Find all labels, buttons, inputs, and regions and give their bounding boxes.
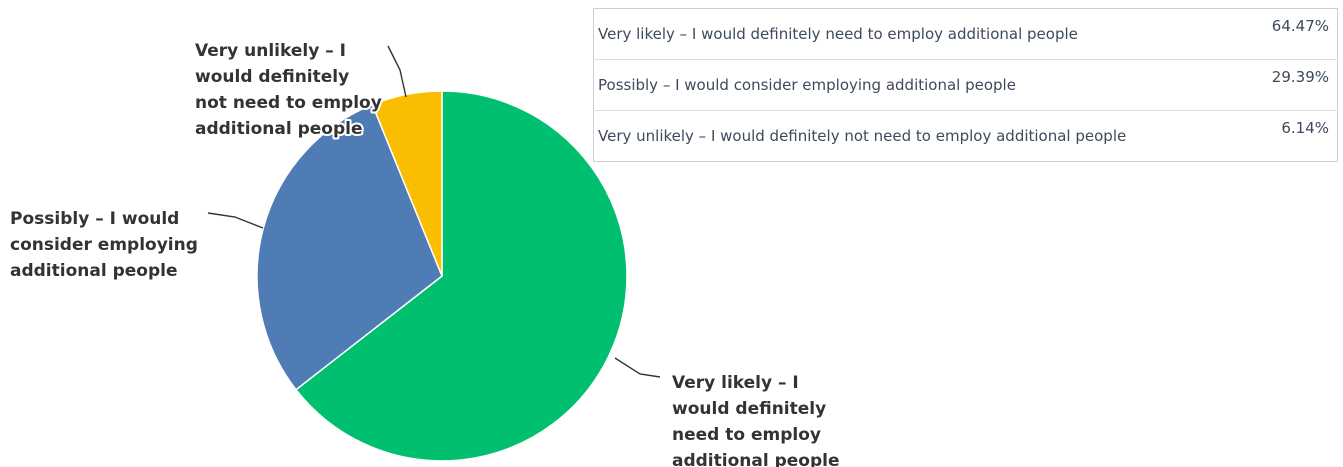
table-row-label: Very unlikely – I would definitely not n… xyxy=(593,110,1239,162)
table-row: Possibly – I would consider employing ad… xyxy=(593,59,1338,111)
pie-slice-very-unlikely xyxy=(371,90,443,277)
callout-line: not need to employ xyxy=(195,93,382,113)
callout-line: need to employ xyxy=(672,425,821,445)
summary-table: Very likely – I would definitely need to… xyxy=(593,8,1338,162)
callout-line: Very unlikely – I xyxy=(195,41,346,61)
callout-line: would definitely xyxy=(672,399,826,419)
pie-slices xyxy=(256,90,628,462)
table-row: Very likely – I would definitely need to… xyxy=(594,9,1338,60)
table-row: Very unlikely – I would definitely not n… xyxy=(593,110,1338,162)
table-row-label: Possibly – I would consider employing ad… xyxy=(593,59,1239,111)
callout-leader-lines xyxy=(207,45,661,378)
callout-line: additional people xyxy=(195,119,363,139)
callout-line: additional people xyxy=(10,261,178,281)
callout-label-possibly: Possibly – I would consider employing addi… xyxy=(10,209,198,281)
callout-line: consider employing xyxy=(10,235,198,255)
pie-slice-very-likely xyxy=(294,90,628,462)
table-row-label: Very likely – I would definitely need to… xyxy=(598,25,1078,43)
callout-line: Possibly – I would xyxy=(10,209,179,229)
callout-line: would definitely xyxy=(195,67,349,87)
callout-labels: Very likely – I would definitely need to e… xyxy=(8,39,842,467)
table-row-percent: 29.39% xyxy=(1239,59,1338,111)
leader-line-very-unlikely xyxy=(387,45,407,98)
table-row-percent: 64.47% xyxy=(1271,17,1329,35)
callout-line: additional people xyxy=(672,451,840,467)
leader-line-possibly xyxy=(207,212,264,229)
callout-label-very-likely: Very likely – I would definitely need to e… xyxy=(672,373,840,467)
pie-slice-possibly xyxy=(256,103,443,391)
callout-line: Very likely – I xyxy=(672,373,799,393)
leader-line-very-likely xyxy=(614,357,661,378)
callout-label-very-unlikely: Very unlikely – I would definitely not nee… xyxy=(195,41,382,139)
table-row-percent: 6.14% xyxy=(1239,110,1338,162)
